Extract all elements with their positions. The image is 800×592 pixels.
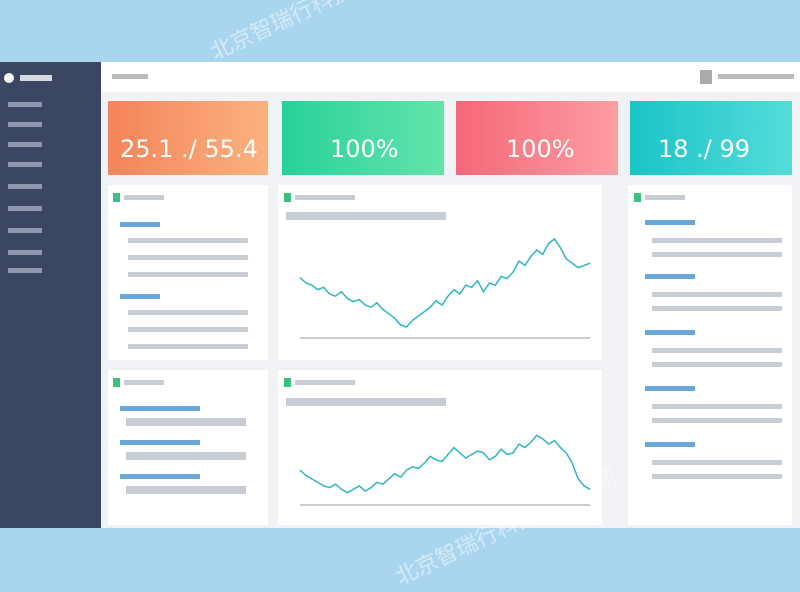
watermark: 北京智瑞行科技有限公司 <box>207 0 437 65</box>
card-value: 25.1 ./ 55.4 <box>120 135 258 163</box>
trend-line <box>299 434 591 494</box>
stat-card <box>108 101 268 175</box>
user-info <box>718 74 794 79</box>
breadcrumb[interactable] <box>112 74 148 79</box>
sidebar-menu[interactable] <box>4 73 52 273</box>
sidebar <box>0 62 101 528</box>
card-value: 18 ./ 99 <box>658 135 750 163</box>
card-value: 100% <box>330 135 399 163</box>
stat-card <box>282 101 444 175</box>
avatar[interactable] <box>700 70 712 84</box>
placeholder-rows <box>120 195 782 494</box>
stat-card <box>630 101 792 175</box>
top-bar <box>101 62 800 92</box>
stat-card <box>456 101 618 175</box>
trend-line <box>299 237 591 328</box>
card-value: 100% <box>506 135 575 163</box>
panel-icons <box>113 193 641 387</box>
